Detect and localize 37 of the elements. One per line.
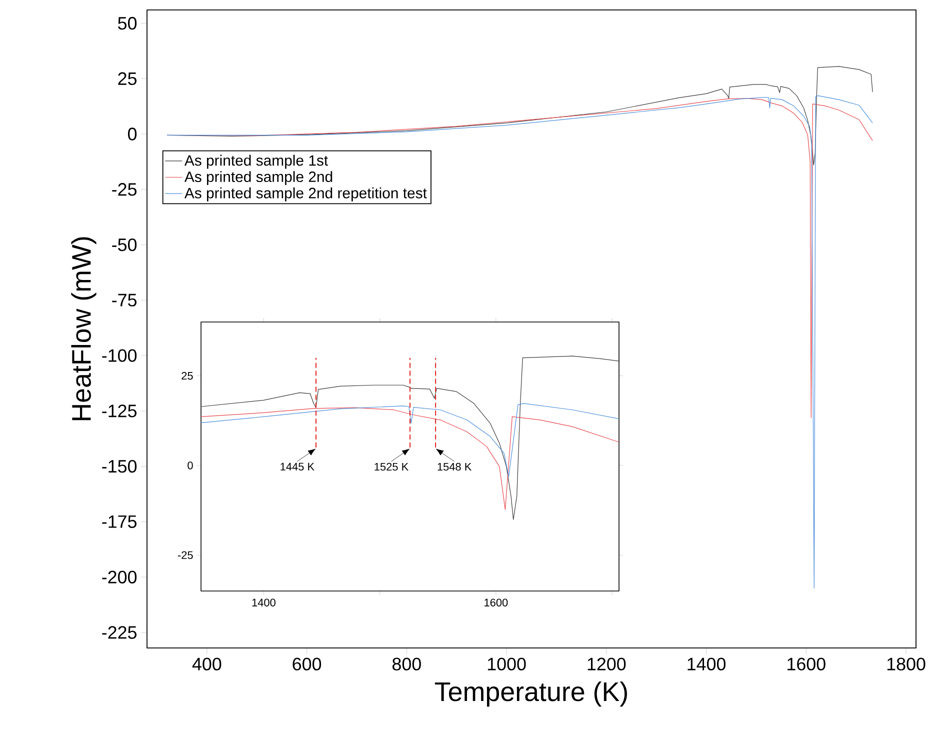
y-tick-label: -100 (102, 349, 137, 362)
x-axis-title: Temperature (K) (434, 681, 627, 707)
ref-line-label: 1445 K (280, 462, 314, 471)
x-tick-label: 800 (392, 658, 421, 670)
y-tick-label: -200 (102, 570, 137, 584)
legend-label: As printed sample 2nd (184, 171, 332, 186)
y-tick-label: -225 (102, 626, 136, 639)
x-tick-label: 1400 (688, 658, 726, 670)
y-tick-label: -50 (112, 238, 137, 252)
x-tick-label: 400 (192, 658, 222, 670)
y-tick-label: 25 (118, 72, 137, 85)
y-tick-label: -75 (112, 294, 137, 306)
line-series (201, 403, 620, 477)
legend-label: As printed sample 2nd repetition test (184, 187, 427, 202)
x-tick-label: 1200 (588, 658, 626, 670)
legend-label: As printed sample 1st (184, 154, 328, 169)
line-series (201, 407, 620, 510)
line-series (201, 356, 620, 520)
y-axis-title: HeatFlow (mW) (71, 237, 96, 420)
y-tick-label: -125 (102, 404, 136, 418)
x-tick-label: 1600 (484, 598, 508, 606)
y-tick-label: 25 (182, 372, 193, 380)
y-tick-label: -150 (102, 460, 137, 473)
y-tick-label: 0 (128, 128, 137, 140)
y-tick-label: 0 (188, 462, 193, 470)
y-tick-label: -25 (112, 183, 137, 196)
x-tick-label: 1600 (788, 658, 826, 670)
y-tick-label: -25 (178, 551, 193, 559)
y-tick-label: 50 (118, 16, 137, 30)
ref-line-label: 1525 K (374, 462, 408, 471)
x-tick-label: 1800 (887, 658, 926, 670)
x-tick-label: 1000 (488, 658, 526, 670)
x-tick-label: 600 (292, 658, 322, 670)
x-tick-label: 1400 (252, 598, 276, 606)
ref-line-label: 1548 K (438, 462, 472, 471)
y-tick-label: -175 (102, 515, 136, 528)
line-series (166, 95, 873, 588)
